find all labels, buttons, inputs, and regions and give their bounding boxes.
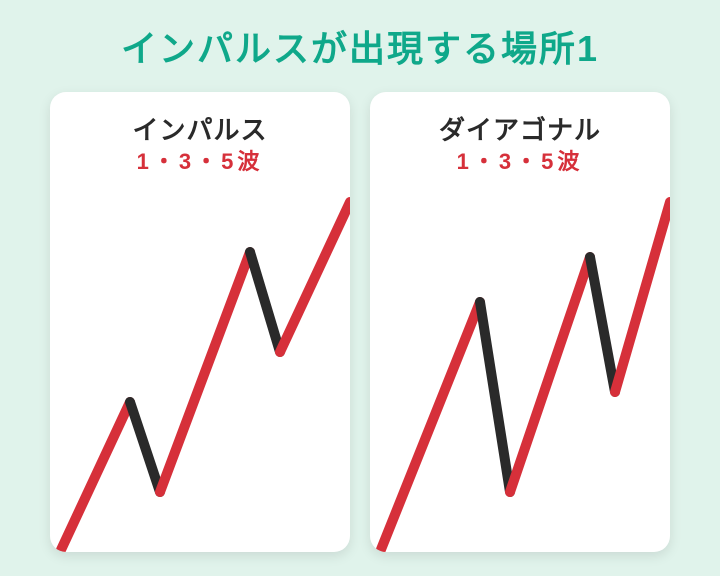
card-diagonal: ダイアゴナル 1・3・5波 (370, 92, 670, 552)
wave-3 (160, 252, 250, 492)
wave-5 (280, 202, 350, 352)
chart-right (370, 92, 670, 552)
wave-5 (615, 202, 670, 392)
wave-4 (250, 252, 280, 352)
wave-2 (480, 302, 510, 492)
card-impulse: インパルス 1・3・5波 (50, 92, 350, 552)
wave-4 (590, 257, 615, 392)
stage: インパルスが出現する場所1 インパルス 1・3・5波 ダイアゴナル 1・3・5波 (0, 0, 720, 576)
wave-1 (60, 402, 130, 552)
chart-left (50, 92, 350, 552)
wave-3 (510, 257, 590, 492)
wave-1 (380, 302, 480, 552)
wave-2 (130, 402, 160, 492)
page-title: インパルスが出現する場所1 (0, 20, 720, 72)
cards-row: インパルス 1・3・5波 ダイアゴナル 1・3・5波 (0, 92, 720, 552)
